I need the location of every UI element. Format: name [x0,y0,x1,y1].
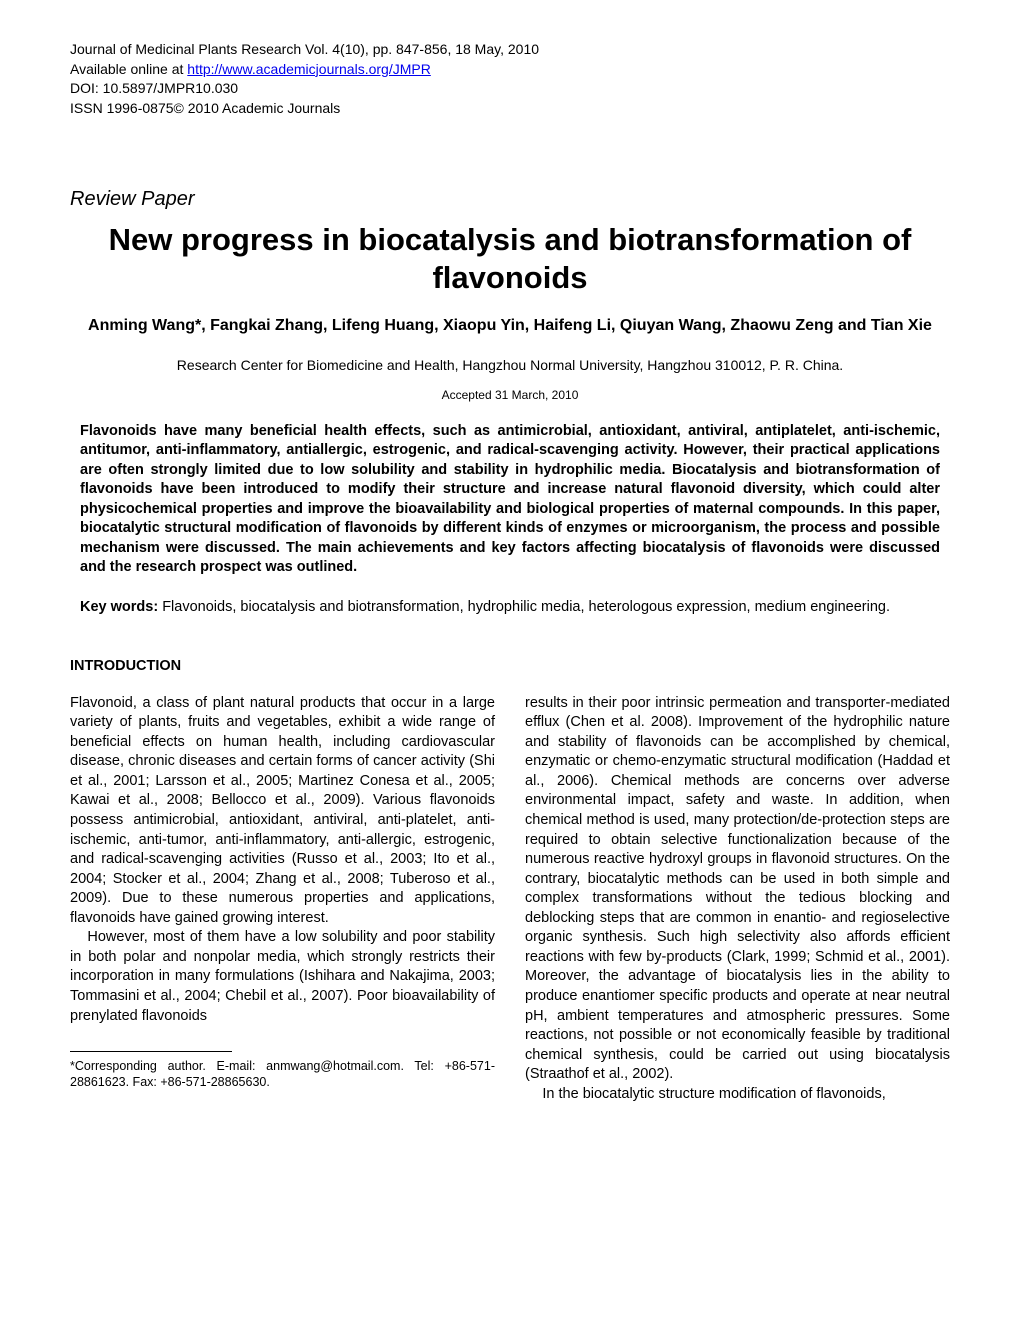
intro-paragraph-2: However, most of them have a low solubil… [70,928,495,1026]
abstract-text: Flavonoids have many beneficial health e… [80,422,940,579]
keywords-text: Flavonoids, biocatalysis and biotransfor… [158,599,890,615]
availability-prefix: Available online at [70,61,187,77]
introduction-heading: INTRODUCTION [70,658,950,674]
right-column: results in their poor intrinsic permeati… [525,694,950,1105]
keywords: Key words: Flavonoids, biocatalysis and … [80,598,940,618]
issn-line: ISSN 1996-0875© 2010 Academic Journals [70,99,950,119]
left-column: Flavonoid, a class of plant natural prod… [70,694,495,1105]
body-columns: Flavonoid, a class of plant natural prod… [70,694,950,1105]
corresponding-author-footnote: *Corresponding author. E-mail: anmwang@h… [70,1058,495,1091]
paper-type-label: Review Paper [70,188,950,211]
doi-line: DOI: 10.5897/JMPR10.030 [70,79,950,99]
author-list: Anming Wang*, Fangkai Zhang, Lifeng Huan… [70,316,950,337]
intro-paragraph-3: results in their poor intrinsic permeati… [525,694,950,1085]
paper-page: Journal of Medicinal Plants Research Vol… [0,0,1020,1144]
journal-url-link[interactable]: http://www.academicjournals.org/JMPR [187,61,431,77]
intro-paragraph-1: Flavonoid, a class of plant natural prod… [70,694,495,929]
accepted-date: Accepted 31 March, 2010 [70,388,950,402]
availability-line: Available online at http://www.academicj… [70,60,950,80]
affiliation: Research Center for Biomedicine and Heal… [70,357,950,373]
journal-citation: Journal of Medicinal Plants Research Vol… [70,40,950,60]
keywords-label: Key words: [80,599,158,615]
journal-header: Journal of Medicinal Plants Research Vol… [70,40,950,118]
paper-title: New progress in biocatalysis and biotran… [70,221,950,295]
footnote-separator [70,1051,232,1052]
intro-paragraph-4: In the biocatalytic structure modificati… [525,1085,950,1105]
